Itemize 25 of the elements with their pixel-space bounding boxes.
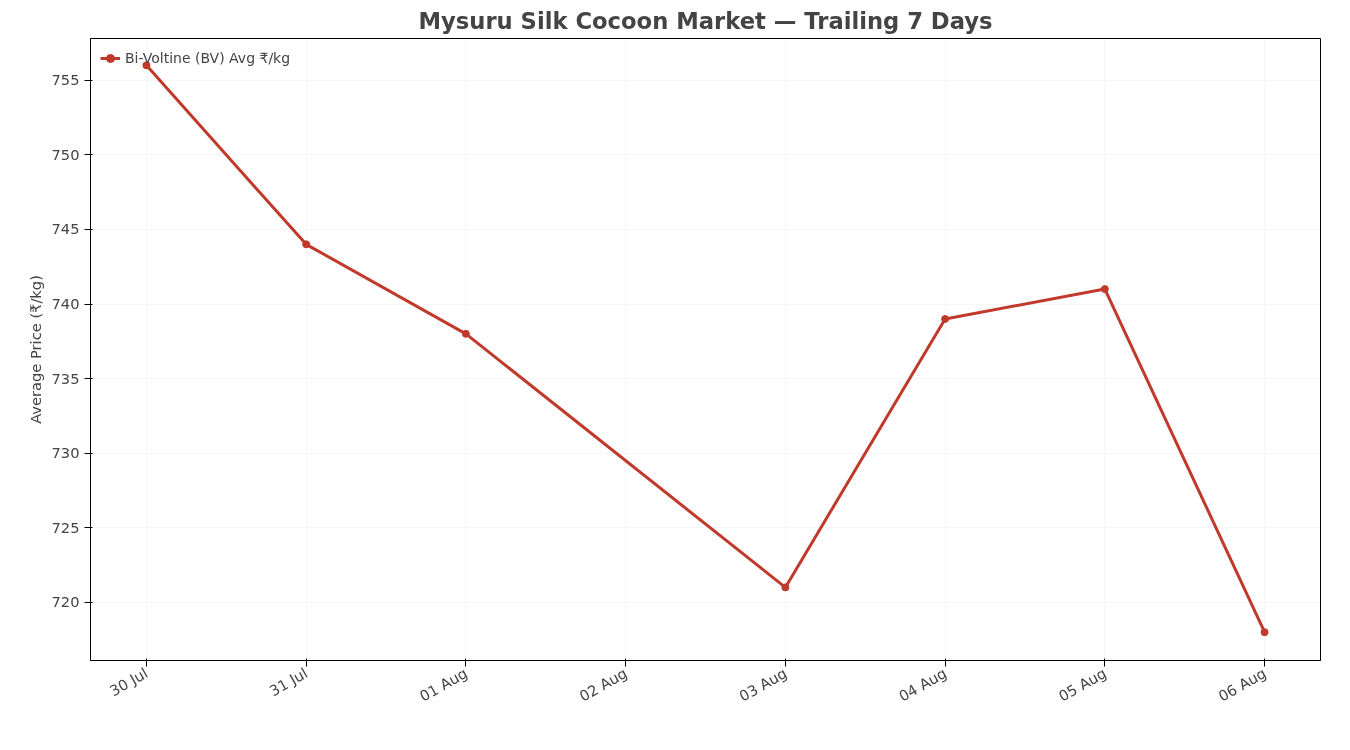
x-tick-label: 31 Jul xyxy=(266,664,311,700)
x-tick-label: 06 Aug xyxy=(1215,664,1269,705)
y-axis-title: Average Price (₹/kg) xyxy=(26,275,44,424)
y-tick-label: 740 xyxy=(51,295,80,313)
point xyxy=(1100,285,1109,294)
point xyxy=(781,583,790,592)
y-tick-label: 745 xyxy=(51,220,80,238)
point xyxy=(941,314,950,323)
y-tick-label: 730 xyxy=(51,444,80,462)
x-tick-label: 05 Aug xyxy=(1055,664,1110,705)
x-tick-label: 03 Aug xyxy=(736,664,790,705)
y-tick-label: 720 xyxy=(51,593,80,611)
x-tick-label: 02 Aug xyxy=(576,664,630,705)
point xyxy=(302,240,311,249)
y-tick-label: 750 xyxy=(51,145,80,163)
x-tick-label: 01 Aug xyxy=(416,664,471,705)
y-tick-label: 735 xyxy=(51,369,80,387)
y-tick-label: 755 xyxy=(51,71,80,89)
x-tick-label: 04 Aug xyxy=(895,664,950,705)
legend-label: Bi-Voltine (BV) Avg ₹/kg xyxy=(125,50,291,66)
x-tick-label: 30 Jul xyxy=(106,664,151,700)
y-tick-label: 725 xyxy=(51,518,80,536)
point xyxy=(1260,628,1269,637)
point xyxy=(461,329,470,338)
chart-title: Mysuru Silk Cocoon Market — Trailing 7 Days xyxy=(418,7,993,34)
